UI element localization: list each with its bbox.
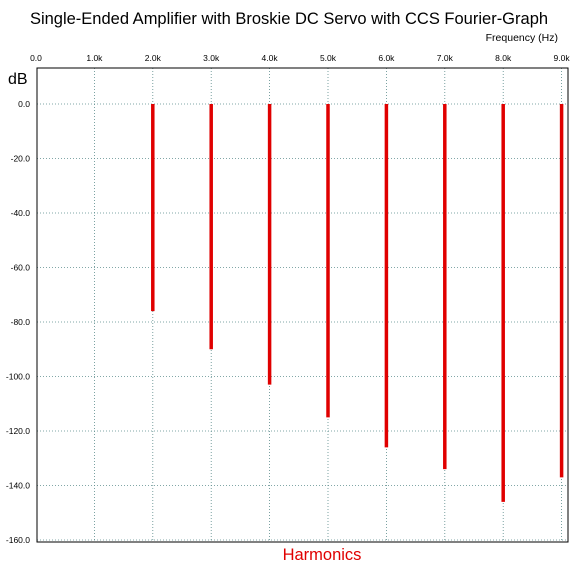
y-tick-label: -160.0 — [6, 535, 30, 545]
x-tick-label: 9.0k — [554, 53, 571, 63]
y-tick-label: 0.0 — [18, 99, 30, 109]
x-tick-label: 2.0k — [145, 53, 162, 63]
harmonic-bars — [151, 104, 564, 502]
x-tick-label: 5.0k — [320, 53, 337, 63]
x-tick-label: 1.0k — [86, 53, 103, 63]
x-tick-label: 8.0k — [495, 53, 512, 63]
x-axis-label: Frequency (Hz) — [486, 32, 558, 44]
y-tick-label: -80.0 — [11, 317, 31, 327]
plot-frame — [36, 67, 569, 543]
y-tick-label: -20.0 — [11, 154, 31, 164]
y-tick-label: -40.0 — [11, 208, 31, 218]
x-tick-label: 6.0k — [378, 53, 395, 63]
y-tick-label: -140.0 — [6, 481, 30, 491]
x-tick-label: 7.0k — [437, 53, 454, 63]
tick-labels: 0.0 1.0k 2.0k 3.0k 4.0k 5.0k 6.0k 7.0k 8.0k 9.0k 0… — [6, 53, 570, 545]
x-tick-label: 0.0 — [30, 53, 42, 63]
grid — [37, 68, 568, 542]
x-tick-label: 4.0k — [262, 53, 279, 63]
y-axis-label: dB — [8, 71, 28, 88]
y-tick-label: -100.0 — [6, 372, 30, 382]
chart-title: Single-Ended Amplifier with Broskie DC S… — [30, 10, 548, 28]
harmonics-caption: Harmonics — [283, 546, 362, 564]
y-tick-label: -120.0 — [6, 426, 30, 436]
x-tick-label: 3.0k — [203, 53, 220, 63]
y-tick-label: -60.0 — [11, 263, 31, 273]
